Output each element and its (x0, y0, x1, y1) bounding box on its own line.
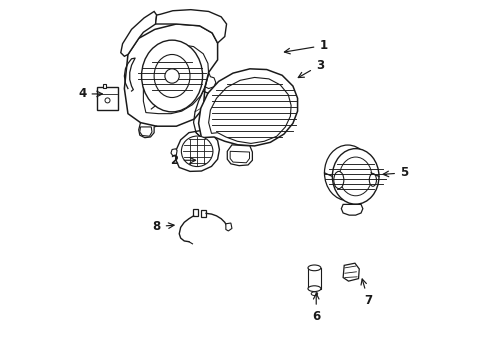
Polygon shape (343, 263, 359, 281)
Text: 7: 7 (360, 279, 371, 307)
FancyBboxPatch shape (97, 87, 118, 110)
Ellipse shape (333, 171, 343, 189)
Polygon shape (121, 12, 156, 56)
FancyBboxPatch shape (307, 268, 320, 289)
Polygon shape (341, 204, 362, 215)
Polygon shape (225, 223, 231, 231)
Text: 2: 2 (170, 154, 195, 167)
Text: 8: 8 (152, 220, 174, 233)
Ellipse shape (368, 174, 376, 186)
Text: 1: 1 (284, 39, 327, 54)
Polygon shape (140, 127, 152, 136)
Ellipse shape (310, 292, 317, 296)
Ellipse shape (332, 149, 378, 204)
Ellipse shape (307, 265, 320, 271)
Polygon shape (102, 84, 106, 88)
Text: 4: 4 (78, 87, 102, 100)
Polygon shape (124, 24, 217, 126)
Polygon shape (155, 10, 226, 43)
Polygon shape (198, 69, 297, 146)
Polygon shape (227, 145, 252, 166)
Text: 3: 3 (298, 59, 323, 77)
Text: 6: 6 (311, 293, 320, 323)
Circle shape (164, 69, 179, 83)
Ellipse shape (142, 40, 202, 112)
Ellipse shape (181, 136, 212, 167)
Ellipse shape (324, 145, 370, 201)
Polygon shape (175, 131, 219, 171)
Polygon shape (171, 149, 177, 156)
Ellipse shape (307, 286, 320, 292)
Polygon shape (192, 210, 198, 216)
Text: 5: 5 (382, 166, 407, 179)
Ellipse shape (154, 54, 190, 98)
Polygon shape (201, 210, 206, 217)
